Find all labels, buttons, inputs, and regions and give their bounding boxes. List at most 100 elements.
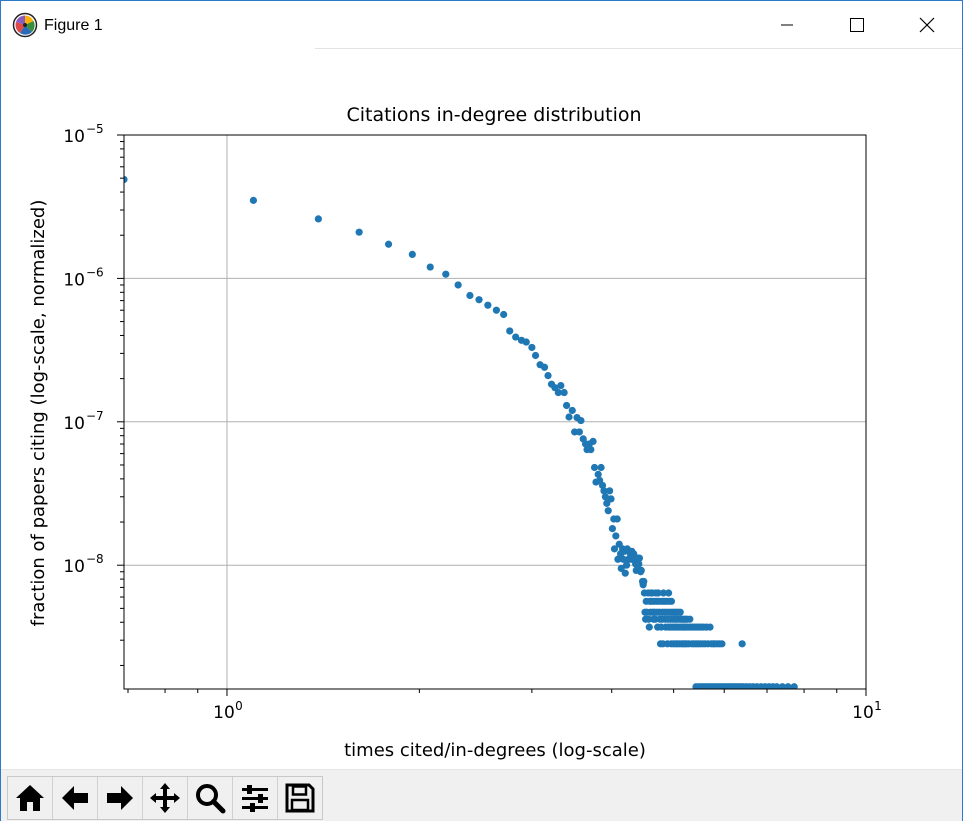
data-point [384,240,393,248]
scatter-points [124,175,798,689]
data-point [608,524,617,533]
data-point [598,481,607,490]
data-point [607,495,615,503]
configure-subplots-button[interactable] [233,777,278,819]
data-point [531,351,540,360]
data-point [426,263,434,271]
minimize-icon [781,24,793,26]
data-point [601,493,609,501]
y-axis-label: fraction of papers citing (log-scale, no… [28,200,49,627]
data-point [557,381,565,390]
y-tick-label: 10 [63,414,85,434]
configure-subplots-icon [242,785,268,812]
y-tick-label-exponent: −8 [86,552,104,566]
data-point [676,608,684,616]
x-tick-label-exponent: 1 [874,699,882,713]
data-point [635,560,643,568]
data-point [645,623,653,631]
data-point [622,561,631,569]
data-point [565,413,573,421]
data-point [778,683,787,689]
save-icon [285,783,315,813]
title-separator [315,48,962,49]
ticks-layer: 10 0 10 110 −510 −610 −710 −8 [63,122,881,723]
y-tick-label-exponent: −7 [86,409,104,423]
data-point [512,333,520,341]
data-point [568,406,576,415]
data-point [635,554,644,562]
data-point [718,640,726,648]
data-point [500,310,508,319]
data-point [619,555,627,563]
chart[interactable]: Citations in-degree distribution 10 0 10 11… [1,49,962,769]
data-point [594,470,602,478]
data-point [617,564,625,572]
y-tick-label: 10 [63,127,85,147]
y-tick-label: 10 [63,270,85,290]
data-point [664,589,673,597]
maximize-icon [850,18,864,32]
zoom-button[interactable] [188,777,233,819]
back-button[interactable] [53,777,98,819]
forward-icon [107,786,133,810]
home-button[interactable] [8,777,53,819]
grid-layer [124,135,866,689]
data-point [528,343,536,352]
data-point [790,683,798,689]
data-point [540,363,549,371]
data-point [706,623,714,631]
x-tick-label: 10 [852,703,874,723]
data-point [590,463,599,472]
data-point [773,683,781,689]
minimize-button[interactable] [752,1,822,49]
close-button[interactable] [892,1,962,49]
pan-button[interactable] [143,777,188,819]
data-point [654,589,662,597]
save-button[interactable] [278,777,322,819]
data-point [475,296,483,304]
close-icon [919,17,935,33]
x-axis-label: times cited/in-degrees (log-scale) [344,740,646,761]
axes-frame [123,134,867,690]
data-point [314,215,322,223]
data-point [784,683,792,689]
data-point [442,270,450,278]
data-point [686,615,694,623]
data-point [577,416,585,425]
data-point [587,445,595,454]
data-point [560,388,568,397]
data-point [597,463,605,472]
data-point [640,577,648,586]
data-point [454,281,462,289]
data-point [355,228,363,236]
data-point [637,566,645,574]
data-point [604,507,612,515]
maximize-button[interactable] [822,1,892,49]
data-point [563,401,571,410]
data-point [606,487,614,495]
data-point [492,306,500,314]
data-point [610,545,619,553]
toolbar-buttons [7,776,323,820]
data-point [613,515,621,523]
data-point [621,569,629,577]
navigation-toolbar [1,769,962,821]
matplotlib-logo-icon [12,12,38,38]
y-tick-label-exponent: −5 [86,122,104,136]
data-point [667,597,676,605]
home-icon [16,785,44,811]
data-point [466,291,474,300]
x-tick-label: 10 [213,703,235,723]
data-point [575,428,583,436]
figure-canvas[interactable]: Citations in-degree distribution 10 0 10 1 1… [1,49,962,769]
data-point [544,371,552,380]
forward-button[interactable] [98,777,143,819]
data-point [506,327,514,335]
data-point [738,640,746,648]
data-point [124,175,128,184]
data-point [249,196,258,204]
data-point [408,250,416,259]
pan-icon [150,783,180,813]
title-bar[interactable]: Figure 1 [1,1,962,49]
